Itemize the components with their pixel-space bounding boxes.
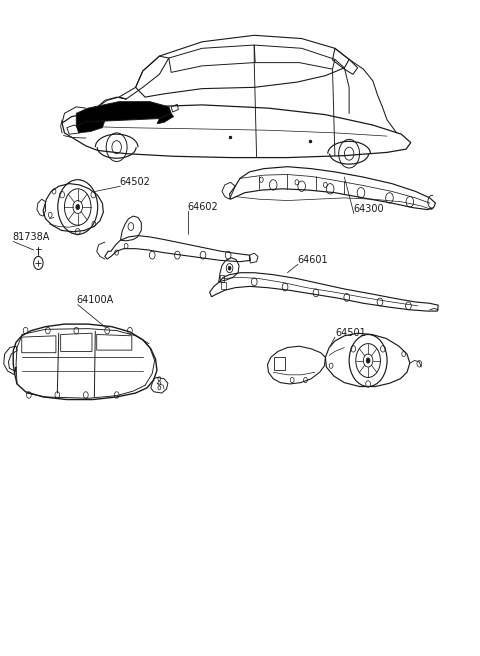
Bar — [219, 276, 224, 282]
Text: 81738A: 81738A — [12, 232, 49, 242]
Text: 64502: 64502 — [119, 177, 150, 187]
Text: 64501: 64501 — [335, 328, 366, 338]
Circle shape — [366, 358, 370, 363]
Text: 64300: 64300 — [354, 204, 384, 215]
Polygon shape — [76, 102, 171, 127]
Bar — [221, 283, 226, 289]
Text: 64602: 64602 — [188, 201, 218, 212]
Polygon shape — [76, 121, 105, 133]
Text: 64601: 64601 — [297, 255, 327, 265]
Circle shape — [76, 205, 80, 210]
Polygon shape — [157, 113, 174, 124]
Text: 64100A: 64100A — [76, 295, 114, 305]
Circle shape — [228, 266, 231, 270]
